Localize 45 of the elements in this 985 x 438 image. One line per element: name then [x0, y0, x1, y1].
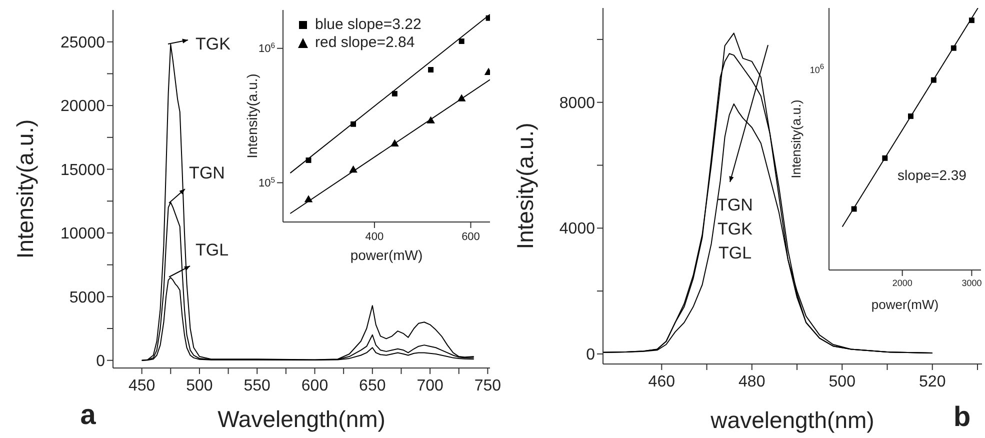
x-tick-label: 450	[128, 377, 156, 394]
annotation: TGL	[195, 240, 229, 260]
x-tick-label: 500	[828, 373, 856, 390]
y-tick-label: 25000	[60, 34, 106, 52]
x-tick-label: 520	[919, 373, 946, 390]
annotation: TGK	[196, 34, 230, 54]
y-axis-title: Intensity(a.u.)	[788, 100, 804, 178]
y-tick-label: 0	[586, 346, 596, 364]
x-tick-label: 2000	[892, 278, 912, 288]
x-tick-label: 600	[462, 230, 480, 243]
annotation: TGN	[717, 196, 753, 214]
y-tick-label: 20000	[60, 98, 106, 116]
y-tick-label: 5000	[69, 289, 106, 306]
y-tick-label: 4000	[559, 220, 596, 238]
x-axis-title: wavelength(nm)	[710, 407, 874, 433]
x-tick-label: 500	[186, 377, 213, 394]
x-tick-label: 750	[474, 377, 502, 394]
x-tick-label: 460	[648, 373, 676, 390]
annotation: TGK	[718, 220, 752, 238]
x-tick-label: 600	[301, 377, 328, 394]
y-axis-title: Intesity(a.u.)	[512, 122, 538, 250]
y-axis-title: Intensity(a.u.)	[244, 74, 260, 158]
y-axis-title: Intensity(a.u.)	[12, 119, 38, 259]
x-tick-label: 3000	[962, 278, 982, 288]
legend-label: red slope=2.84	[315, 34, 415, 52]
text: b	[953, 401, 971, 432]
x-axis-title: power(mW)	[350, 247, 423, 263]
x-tick-label: 550	[244, 377, 271, 394]
x-tick-label: 480	[738, 373, 766, 390]
legend-label: blue slope=3.22	[315, 16, 422, 34]
annotation: TGN	[189, 164, 225, 182]
y-tick-label: 15000	[60, 162, 106, 179]
y-tick-label: 10000	[60, 226, 106, 243]
y-tick-label: 8000	[559, 94, 596, 112]
x-axis-title: power(mW)	[871, 297, 939, 312]
annotation: slope=2.39	[898, 167, 966, 183]
x-tick-label: 650	[359, 377, 386, 394]
text: a	[80, 399, 96, 430]
annotation: 10$^{6}$	[810, 62, 824, 75]
x-tick-label: 700	[416, 377, 444, 394]
y-tick-label: 10$^{5}$	[258, 175, 275, 190]
annotation: TGL	[718, 244, 752, 262]
x-axis-title: Wavelength(nm)	[218, 406, 386, 432]
y-tick-label: 0	[96, 352, 106, 370]
x-tick-label: 400	[365, 230, 384, 243]
